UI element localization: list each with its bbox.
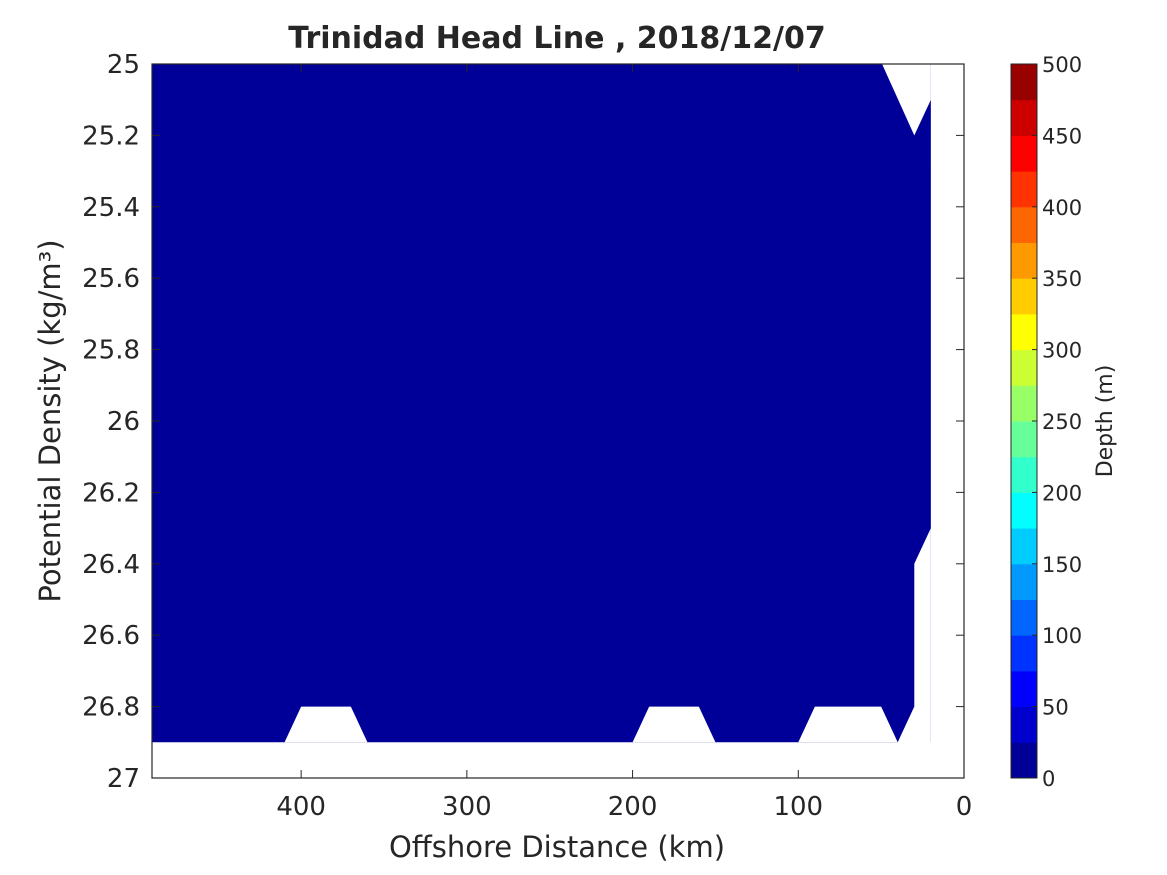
colorbar-segment (1011, 528, 1037, 565)
colorbar-segment (1011, 349, 1037, 386)
colorbar-label: Depth (m) (1093, 365, 1118, 478)
plot-area (151, 63, 965, 779)
colorbar-segment (1011, 242, 1037, 279)
colorbar-segment (1011, 64, 1037, 101)
contour-band (152, 64, 932, 778)
y-tick-label: 25.4 (82, 193, 140, 223)
no-data-region (798, 706, 898, 743)
colorbar-segment (1011, 278, 1037, 315)
x-axis-label: Offshore Distance (km) (389, 830, 725, 864)
colorbar-tick-label: 400 (1042, 196, 1082, 220)
colorbar-segment (1011, 385, 1037, 422)
colorbar-segment (1011, 635, 1037, 672)
colorbar-tick-label: 0 (1042, 767, 1055, 791)
colorbar-tick-label: 250 (1042, 410, 1082, 434)
y-tick-label: 25 (107, 50, 140, 80)
y-axis-label: Potential Density (kg/m³) (33, 239, 67, 602)
no-data-region (284, 706, 368, 743)
y-tick-label: 25.2 (82, 121, 140, 151)
colorbar (1010, 63, 1038, 779)
x-tick-label: 100 (773, 792, 823, 822)
contour-bands (152, 64, 932, 778)
colorbar-tick-label: 500 (1042, 53, 1082, 77)
colorbar-tick-label: 300 (1042, 339, 1082, 363)
x-tick-label: 0 (956, 792, 973, 822)
chart-title: Trinidad Head Line , 2018/12/07 (288, 21, 825, 56)
colorbar-segment (1011, 563, 1037, 600)
y-tick-label: 26.4 (82, 550, 140, 580)
no-data-region (632, 706, 716, 743)
colorbar-segment (1011, 706, 1037, 743)
colorbar-segment (1011, 206, 1037, 243)
y-tick-label: 26.2 (82, 478, 140, 508)
colorbar-segment (1011, 313, 1037, 351)
no-data-region (882, 64, 931, 136)
colorbar-tick-label: 100 (1042, 624, 1082, 648)
y-tick-label: 26.6 (82, 621, 140, 651)
colorbar-tick-label: 350 (1042, 267, 1082, 291)
x-axis: 400 300 200 100 0 (276, 64, 972, 822)
colorbar-tick-label: 200 (1042, 481, 1082, 505)
x-tick-label: 200 (608, 792, 658, 822)
x-tick-label: 300 (442, 792, 492, 822)
colorbar-segment (1011, 492, 1037, 529)
colorbar-ticks: 0 50 100 150 200 250 300 350 400 450 500 (1032, 53, 1082, 791)
x-tick-label: 400 (276, 792, 326, 822)
y-tick-label: 26 (107, 407, 140, 437)
colorbar-tick-label: 50 (1042, 696, 1069, 720)
colorbar-segment (1011, 670, 1037, 708)
y-tick-label: 27 (107, 764, 140, 794)
colorbar-segment (1011, 135, 1037, 172)
colorbar-segment (1011, 456, 1037, 493)
colorbar-segment (1011, 421, 1037, 458)
no-data-region (930, 64, 964, 778)
colorbar-segment (1011, 171, 1037, 208)
colorbar-segment (1011, 599, 1037, 636)
colorbar-segment (1011, 742, 1037, 779)
no-data-masks (152, 64, 964, 778)
y-tick-label: 25.8 (82, 336, 140, 366)
colorbar-segment (1011, 99, 1037, 136)
colorbar-tick-label: 450 (1042, 124, 1082, 148)
no-data-region (152, 742, 964, 778)
y-axis: 25 25.2 25.4 25.6 25.8 26 26.2 26.4 26.6 26.8 27 (82, 50, 964, 794)
no-data-region (897, 528, 931, 778)
y-tick-label: 26.8 (82, 693, 140, 723)
colorbar-tick-label: 150 (1042, 553, 1082, 577)
y-tick-label: 25.6 (82, 264, 140, 294)
